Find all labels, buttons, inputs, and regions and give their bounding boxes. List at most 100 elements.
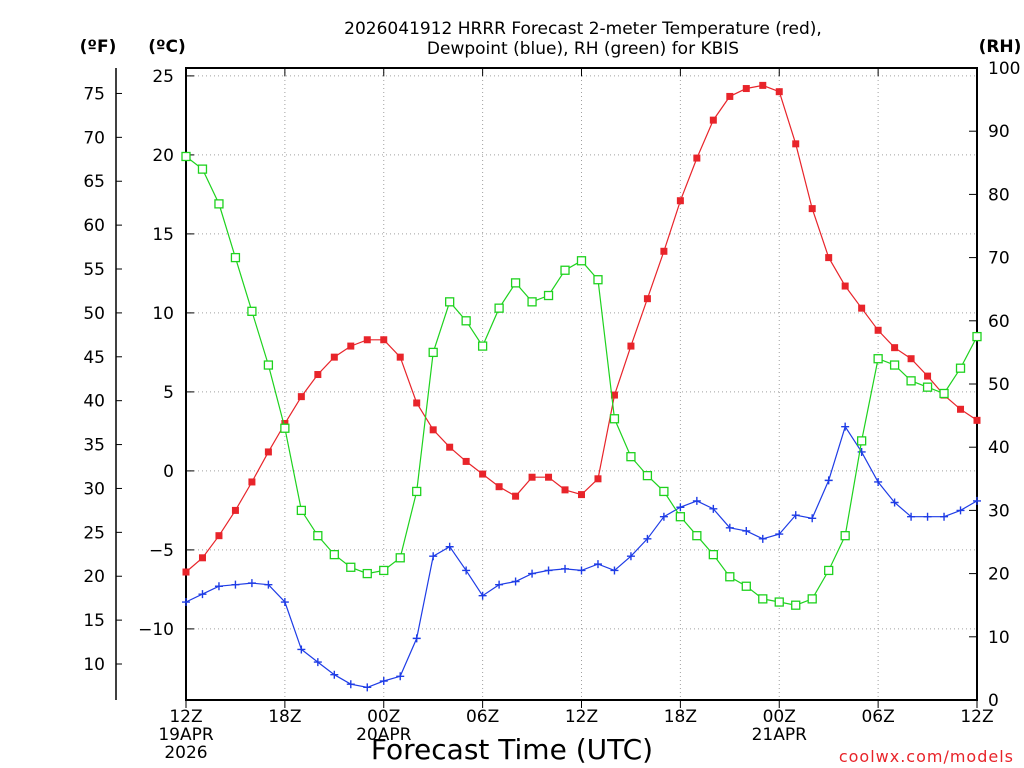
rh-tick-label: 80 [988, 185, 1010, 205]
rh-tick-label: 70 [988, 249, 1010, 269]
temperature-point [446, 443, 454, 451]
temperature-point [578, 491, 585, 499]
temperature-point [347, 342, 355, 350]
fahrenheit-tick-label: 35 [83, 436, 105, 456]
dewpoint-point [742, 526, 751, 535]
rh-point [791, 600, 801, 610]
rh-point [477, 341, 488, 351]
dewpoint-point [643, 534, 652, 543]
grid [186, 68, 977, 700]
rh-point [873, 354, 883, 364]
fahrenheit-tick-label: 20 [83, 567, 105, 587]
dewpoint-point [313, 658, 322, 667]
temperature-point [907, 355, 915, 363]
rh-point [510, 278, 521, 288]
dewpoint-point [907, 512, 916, 521]
fahrenheit-tick-label: 25 [83, 523, 105, 543]
dewpoint-point [758, 534, 767, 543]
rh-point [263, 360, 274, 370]
temperature-point [775, 88, 783, 96]
dewpoint-point [824, 476, 833, 485]
dewpoint-point [495, 580, 504, 589]
rh-point [774, 597, 784, 607]
fahrenheit-tick-label: 40 [83, 392, 105, 412]
rh-point [741, 581, 751, 591]
x-tick-label: 2026 [164, 743, 207, 763]
temperature-point [281, 420, 289, 427]
dewpoint-point [462, 566, 471, 575]
rh-point [395, 553, 405, 563]
dewpoint-point [297, 645, 306, 654]
rh-point [346, 562, 356, 572]
celsius-tick-label: 25 [152, 67, 174, 87]
x-tick-label: 00Z [763, 707, 796, 727]
rh-point [889, 360, 900, 370]
temperature-point [545, 473, 553, 481]
rh-point [939, 388, 949, 399]
rh-point [428, 347, 438, 358]
dewpoint-point [214, 582, 223, 591]
dewpoint-point [610, 566, 619, 575]
rh-point [824, 565, 834, 576]
rh-point [543, 290, 554, 301]
dewpoint-point [725, 523, 734, 532]
rh-tick-label: 0 [988, 691, 999, 711]
temperature-point [924, 372, 932, 380]
x-tick-label: 20APR [356, 725, 412, 745]
chart-title-line-2: Dewpoint (blue), RH (green) for KBIS [427, 39, 739, 59]
rh-point [955, 363, 966, 373]
temperature-point [462, 457, 470, 465]
rh-point [560, 265, 570, 275]
dewpoint-point [478, 591, 487, 600]
rh-point [197, 164, 208, 174]
rh-point [313, 531, 323, 541]
temperature-point [182, 568, 190, 576]
rh-point [593, 275, 603, 285]
x-tick-label: 12Z [960, 707, 993, 727]
series [181, 81, 982, 692]
temperature-point [297, 393, 305, 401]
rh-point [840, 531, 850, 541]
dewpoint-point [808, 514, 817, 523]
dewpoint-point [544, 566, 553, 575]
rh-point [214, 199, 224, 209]
dewpoint-point [874, 477, 883, 486]
rh-tick-label: 20 [988, 565, 1010, 585]
fahrenheit-tick-label: 60 [83, 216, 105, 236]
dewpoint-point [412, 634, 421, 643]
temperature-point [231, 506, 239, 514]
rh-point [296, 505, 307, 516]
rh-point [445, 297, 455, 307]
credit-label: coolwx.com/models [839, 747, 1014, 766]
rh-point [856, 436, 867, 446]
celsius-tick-label: 5 [163, 383, 174, 403]
rh-tick-label: 50 [988, 375, 1010, 395]
temperature-point [314, 371, 322, 379]
rh-tick-label: 40 [988, 438, 1010, 458]
fahrenheit-unit-label: (ºF) [80, 37, 117, 57]
rh-point [280, 423, 290, 433]
temperature-point [198, 554, 206, 562]
fahrenheit-tick-label: 10 [83, 655, 105, 675]
rh-point [494, 303, 504, 313]
celsius-unit-label: (ºC) [148, 37, 186, 57]
dewpoint-point [890, 498, 899, 507]
rh-point [659, 486, 669, 497]
dewpoint-point [692, 496, 701, 505]
temperature-point [660, 247, 668, 255]
x-tick-label: 12Z [169, 707, 202, 727]
x-tick-label: 00Z [367, 707, 400, 727]
dewpoint-point [280, 598, 289, 607]
dewpoint-point [973, 496, 981, 505]
rh-point [576, 256, 587, 266]
temperature-point [248, 478, 256, 486]
temperature-point [413, 399, 421, 407]
temperature-point [726, 92, 734, 100]
dewpoint-point [676, 503, 685, 512]
fahrenheit-tick-label: 50 [83, 304, 105, 324]
fahrenheit-tick-label: 65 [83, 172, 105, 192]
rh-point [906, 376, 916, 386]
rh-tick-label: 30 [988, 501, 1010, 521]
